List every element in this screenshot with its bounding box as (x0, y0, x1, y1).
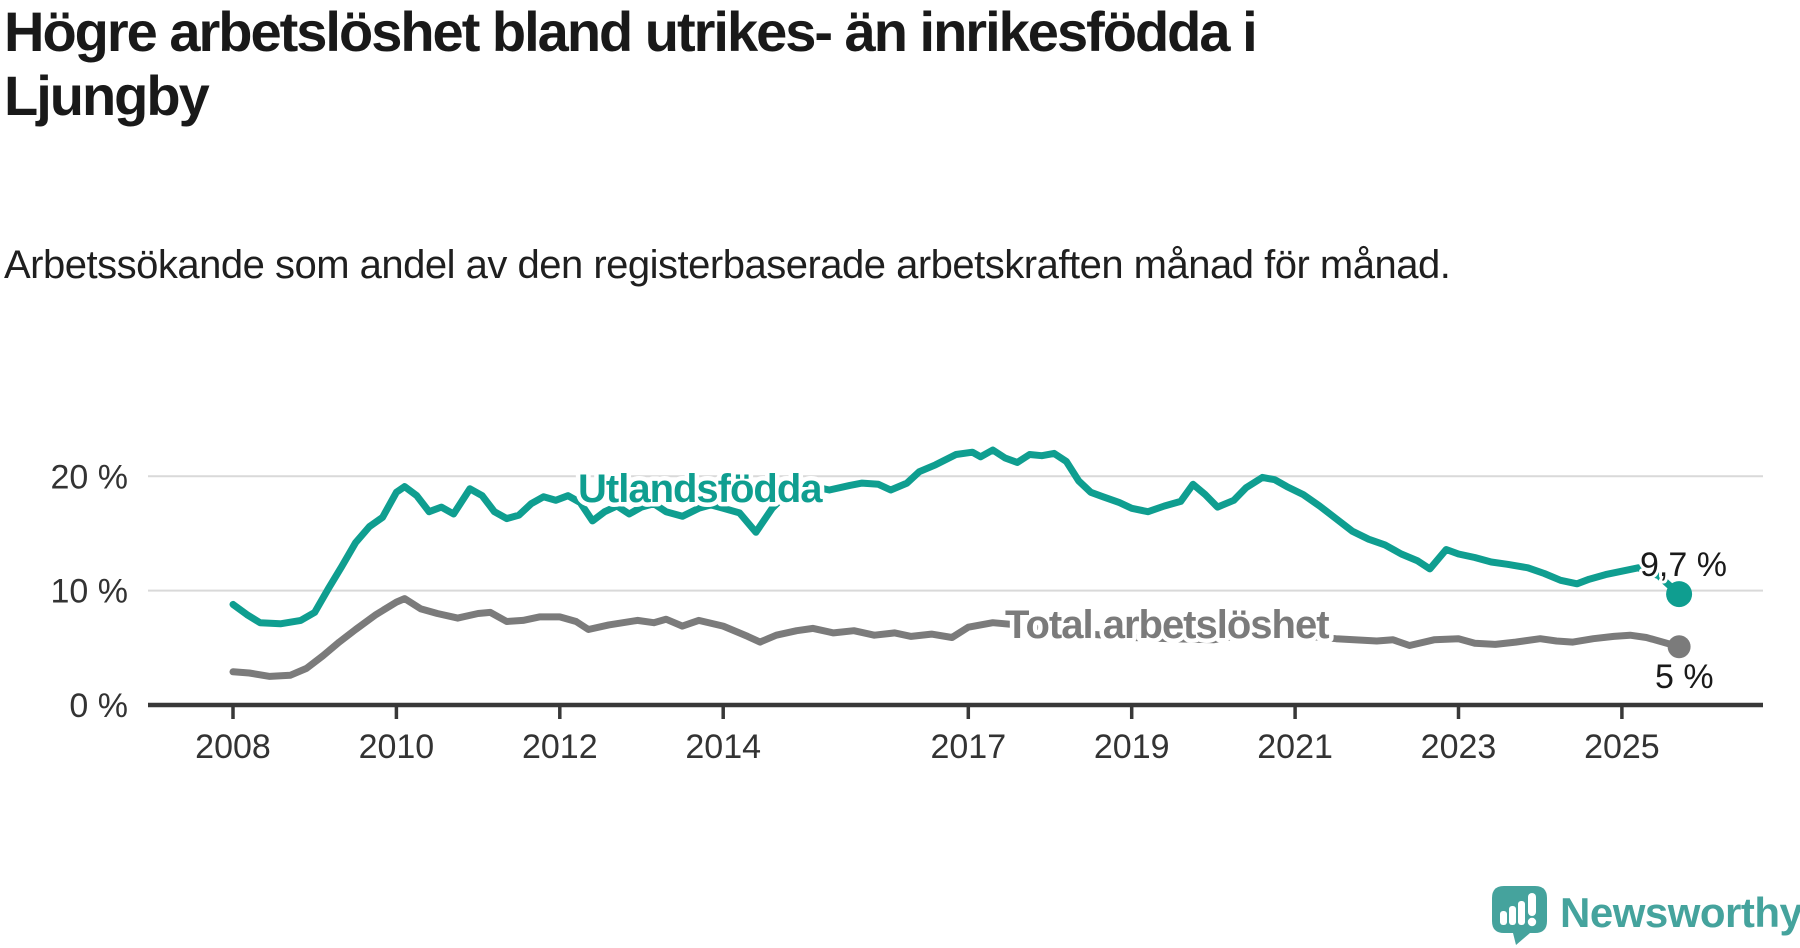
x-axis-tick-label: 2019 (1094, 728, 1170, 766)
x-axis-tick-label: 2017 (930, 728, 1006, 766)
series-line-total-arbetsloshet (229, 595, 1683, 680)
series-layer (229, 446, 1693, 680)
x-axis-tick-label: 2023 (1421, 728, 1497, 766)
series-label-utlandsfodda: Utlandsfödda (578, 467, 823, 511)
page-title: Högre arbetslöshet bland utrikes- än inr… (4, 0, 1258, 127)
chart-subtitle: Arbetssökande som andel av den registerb… (4, 243, 1451, 287)
y-axis-tick-label: 10 % (51, 573, 129, 611)
y-axis-tick-label: 20 % (51, 458, 129, 496)
x-axis-tick-label: 2025 (1584, 728, 1660, 766)
series-endpoint-utlandsfodda (1666, 581, 1693, 608)
brand-wordmark: Newsworthy (1560, 889, 1800, 936)
series-label-total-arbetsloshet: Total arbetslöshet (1005, 603, 1329, 647)
x-axis-tick-label: 2010 (359, 728, 435, 766)
x-axis-tick-label: 2008 (195, 728, 271, 766)
x-axis-tick-label: 2014 (685, 728, 761, 766)
x-axis-tick-label: 2021 (1257, 728, 1333, 766)
end-value-total-arbetsloshet: 5 % (1655, 658, 1714, 696)
y-axis-tick-label: 0 % (69, 687, 128, 725)
end-value-utlandsfodda: 9,7 % (1640, 546, 1727, 584)
newsworthy-logo[interactable]: Newsworthy (1492, 886, 1800, 946)
label-layer: Utlandsfödda Total arbetslöshet 9,7 % 5 … (574, 463, 1730, 700)
grid-layer: 0 % 10 % 20 % (51, 458, 1763, 725)
x-axis-tick-label: 2012 (522, 728, 598, 766)
series-line-utlandsfodda (229, 446, 1683, 628)
series-endpoint-total-arbetsloshet (1667, 635, 1691, 659)
speech-bubble-chart-icon (1492, 886, 1547, 945)
x-axis: 2008 2010 2012 2014 2017 2019 2021 2023 2025 (148, 702, 1763, 766)
